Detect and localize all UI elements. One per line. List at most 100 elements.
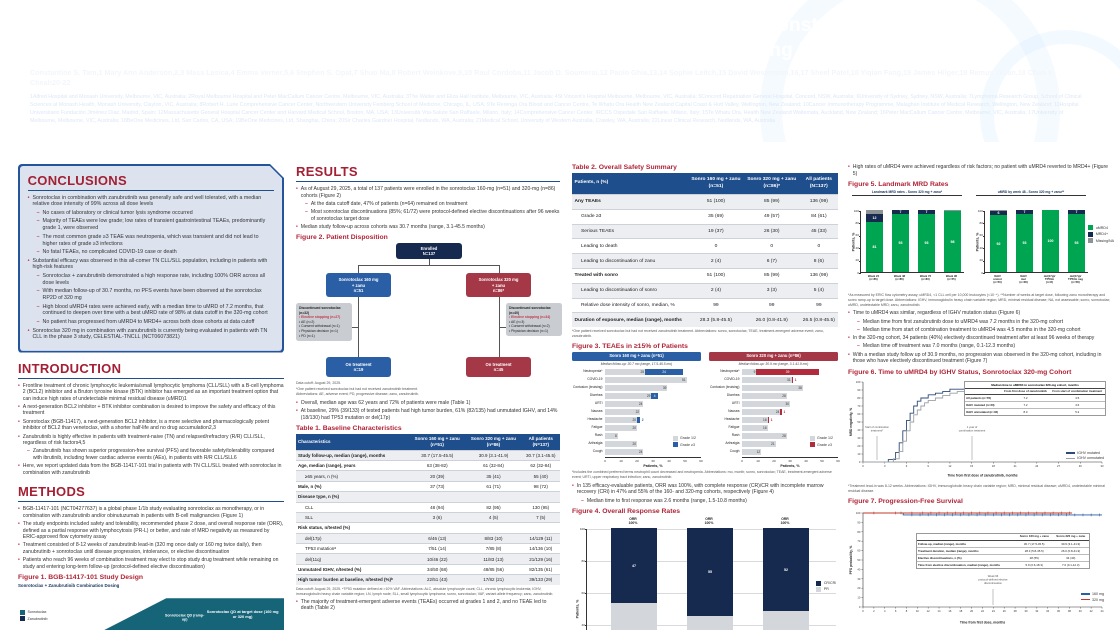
bm: • — [18, 521, 20, 528]
bullet-item: • Sonrotoclax in combination with zanubru… — [28, 195, 275, 209]
hbar-row: Diarrhea 29 4 — [572, 392, 701, 400]
vseg: 93 — [892, 214, 909, 273]
td: 8.0 — [1001, 408, 1050, 416]
hbar-row: Arthralgia 20 — [572, 440, 701, 448]
hbar-chart-160: Neutropenia* 25 24 COVID-19 51 Contusion (bru… — [572, 368, 703, 467]
stacked-bar: 100 — [1042, 210, 1059, 273]
hbar-row: Cough 12 — [709, 448, 838, 456]
hbar-row: COVID-19 31 1 — [709, 376, 838, 384]
hb1: 20 — [605, 417, 637, 423]
hv1: 51 — [682, 378, 686, 383]
llab: uMRD4 — [1095, 225, 1108, 230]
td: 30.7 (3.1-45.5) — [521, 449, 560, 461]
svg-text:20: 20 — [970, 609, 973, 613]
hb3: 39 — [756, 369, 819, 375]
legend-item: 320 mg — [1080, 598, 1104, 602]
figure1-title: Figure 1. BGB-11417-101 Study Design — [18, 574, 144, 582]
vsegt: 81 — [872, 244, 877, 249]
hbar-row: Fatigue 16 — [709, 424, 838, 432]
bt: As of August 29, 2025, a total of 137 pa… — [300, 186, 556, 199]
bt: Median time from first zanubrutinib dose… — [862, 318, 1064, 325]
hv1: 21 — [771, 442, 775, 447]
table-row: Unmutated IGHV, n/tested (%) 34/50 (68) 48… — [296, 563, 560, 575]
c0: Age, median (range), years — [296, 459, 410, 471]
vyt: 60 — [855, 233, 859, 238]
bullet-item: – The most common grade ≥3 TEAE was neutr… — [37, 234, 275, 248]
gi: Physician decision (n=1) — [509, 329, 559, 334]
svg-text:treatment*: treatment* — [871, 428, 883, 432]
column-mrd-pfs: • High rates of uMRD4 were achieved regar… — [848, 142, 1114, 630]
c0: del(11q) — [296, 553, 410, 565]
table-row: Leading to discontinuation of sonro 2 (4)… — [572, 282, 838, 298]
llab: Grade ≥3 — [680, 442, 695, 447]
bm: – — [36, 319, 40, 326]
vbar-umrd-week48: 020406080100926937100937Patients, %IGHVu… — [972, 199, 1090, 291]
td: 5.2 — [1049, 408, 1105, 416]
results-bullets: • As of August 29, 2025, a total of 137 p… — [296, 186, 560, 230]
td: 8/83 (10) — [465, 532, 522, 544]
c0: Risk status, n/tested (%) — [296, 522, 410, 534]
hlab: Contusion (bruising) — [709, 385, 740, 390]
svg-text:80: 80 — [857, 530, 860, 534]
figure1-subtitle: Sonrotoclax + Zanubrutinib Combination D… — [18, 583, 120, 589]
figure1-legend: Sonrotoclax Zanubrutinib — [20, 608, 47, 622]
vytick — [859, 248, 861, 249]
hlab: Diarrhea — [726, 393, 740, 398]
c0: SLL — [296, 511, 410, 523]
cohort-320-banner: Sonro 320 mg + zanu (n=86) — [709, 352, 838, 361]
hbar-row: Contusion (bruising) 38 — [709, 384, 838, 392]
bt: High blood uMRD4 rates were achieved ear… — [42, 303, 268, 317]
div: (n=50) — [993, 280, 1002, 285]
td: 34/50 (68) — [409, 563, 466, 575]
svg-text:0: 0 — [862, 464, 864, 468]
svg-text:40: 40 — [1079, 609, 1082, 613]
bm: – — [27, 448, 30, 455]
div: (n=8) — [1046, 280, 1053, 285]
haxlab: Patients, % — [780, 463, 800, 468]
column-conclusions: CONCLUSIONS • Sonrotoclax in combination … — [18, 142, 284, 630]
td: 0 — [688, 238, 744, 254]
c0: Relative dose intensity of sonro, median… — [572, 297, 689, 313]
table-row: Leading to death 0 0 0 — [572, 238, 838, 254]
td: 0 — [743, 238, 800, 254]
bm: • — [296, 598, 298, 605]
hb1: 20 — [605, 425, 637, 431]
htick: 30 — [651, 458, 655, 463]
htrack: 20 2 — [605, 417, 701, 423]
llab: PR — [823, 587, 829, 592]
table1-title: Table 1. Baseline Characteristics — [296, 425, 402, 433]
htrack: 28 — [742, 433, 838, 439]
bm: – — [857, 326, 860, 333]
vylab: Patients, % — [975, 232, 980, 252]
tr: From first dose of zanubrutinib From star… — [965, 388, 1105, 396]
svg-text:10: 10 — [916, 609, 919, 613]
bullet-item: • In the 320-mg cohort, 34 patients (40%)… — [848, 335, 1112, 342]
hb1: 22 — [605, 409, 641, 415]
table-row: Treated with sonro 51 (100) 85 (99) 136 (99… — [572, 267, 838, 284]
bullet-item: • Patients who reach 96 weeks of combinat… — [18, 557, 284, 570]
td: 62 (32-84) — [521, 459, 560, 471]
td: 7.2 — [1001, 401, 1050, 409]
bm: • — [296, 223, 298, 230]
td: 7.0 (0.1-12.3) — [1052, 560, 1089, 568]
vsegt: 93 — [1074, 241, 1079, 246]
hlab: URTI — [594, 401, 603, 406]
td: 48/85 (56) — [465, 563, 522, 575]
hv1: 8 — [615, 434, 617, 439]
bm: • — [18, 542, 20, 549]
table-row: All patients (n=78) 7.2 4.5 — [965, 394, 1105, 402]
legend-swatch — [816, 586, 822, 592]
vsegt: 93 — [924, 241, 929, 246]
bt: Time to uMRD4 was similar, regardless of… — [852, 310, 1021, 317]
td: 7.2 — [1001, 394, 1050, 402]
vsegt: 100 — [1047, 239, 1054, 244]
vyt: 80 — [979, 220, 983, 225]
svg-text:38: 38 — [1068, 609, 1071, 613]
legend-swatch — [1080, 593, 1090, 595]
bt: Substantial efficacy was observed in thi… — [32, 257, 268, 271]
bm: • — [296, 399, 298, 406]
svg-text:16: 16 — [948, 609, 951, 613]
bt: At the data cutoff date, 47% of patients… — [310, 200, 468, 207]
stacked-bar: 93 7 — [892, 210, 909, 273]
